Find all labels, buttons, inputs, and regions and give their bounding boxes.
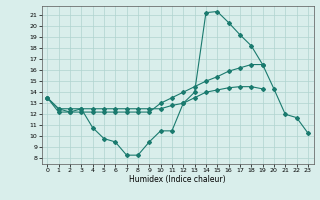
X-axis label: Humidex (Indice chaleur): Humidex (Indice chaleur) bbox=[129, 175, 226, 184]
